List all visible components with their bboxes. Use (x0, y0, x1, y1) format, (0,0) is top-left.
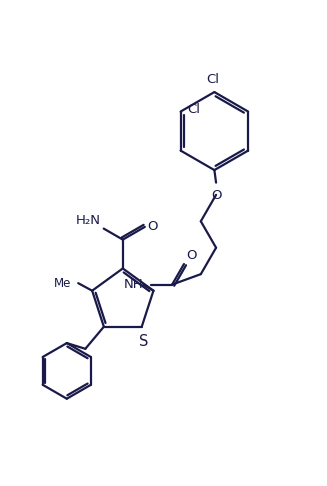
Text: Me: Me (54, 277, 71, 290)
Text: O: O (147, 220, 158, 233)
Text: H₂N: H₂N (76, 214, 101, 227)
Text: O: O (211, 189, 221, 202)
Text: NH: NH (124, 278, 143, 291)
Text: Cl: Cl (187, 104, 200, 116)
Text: S: S (139, 334, 148, 349)
Text: Cl: Cl (206, 73, 219, 86)
Text: O: O (186, 249, 197, 261)
